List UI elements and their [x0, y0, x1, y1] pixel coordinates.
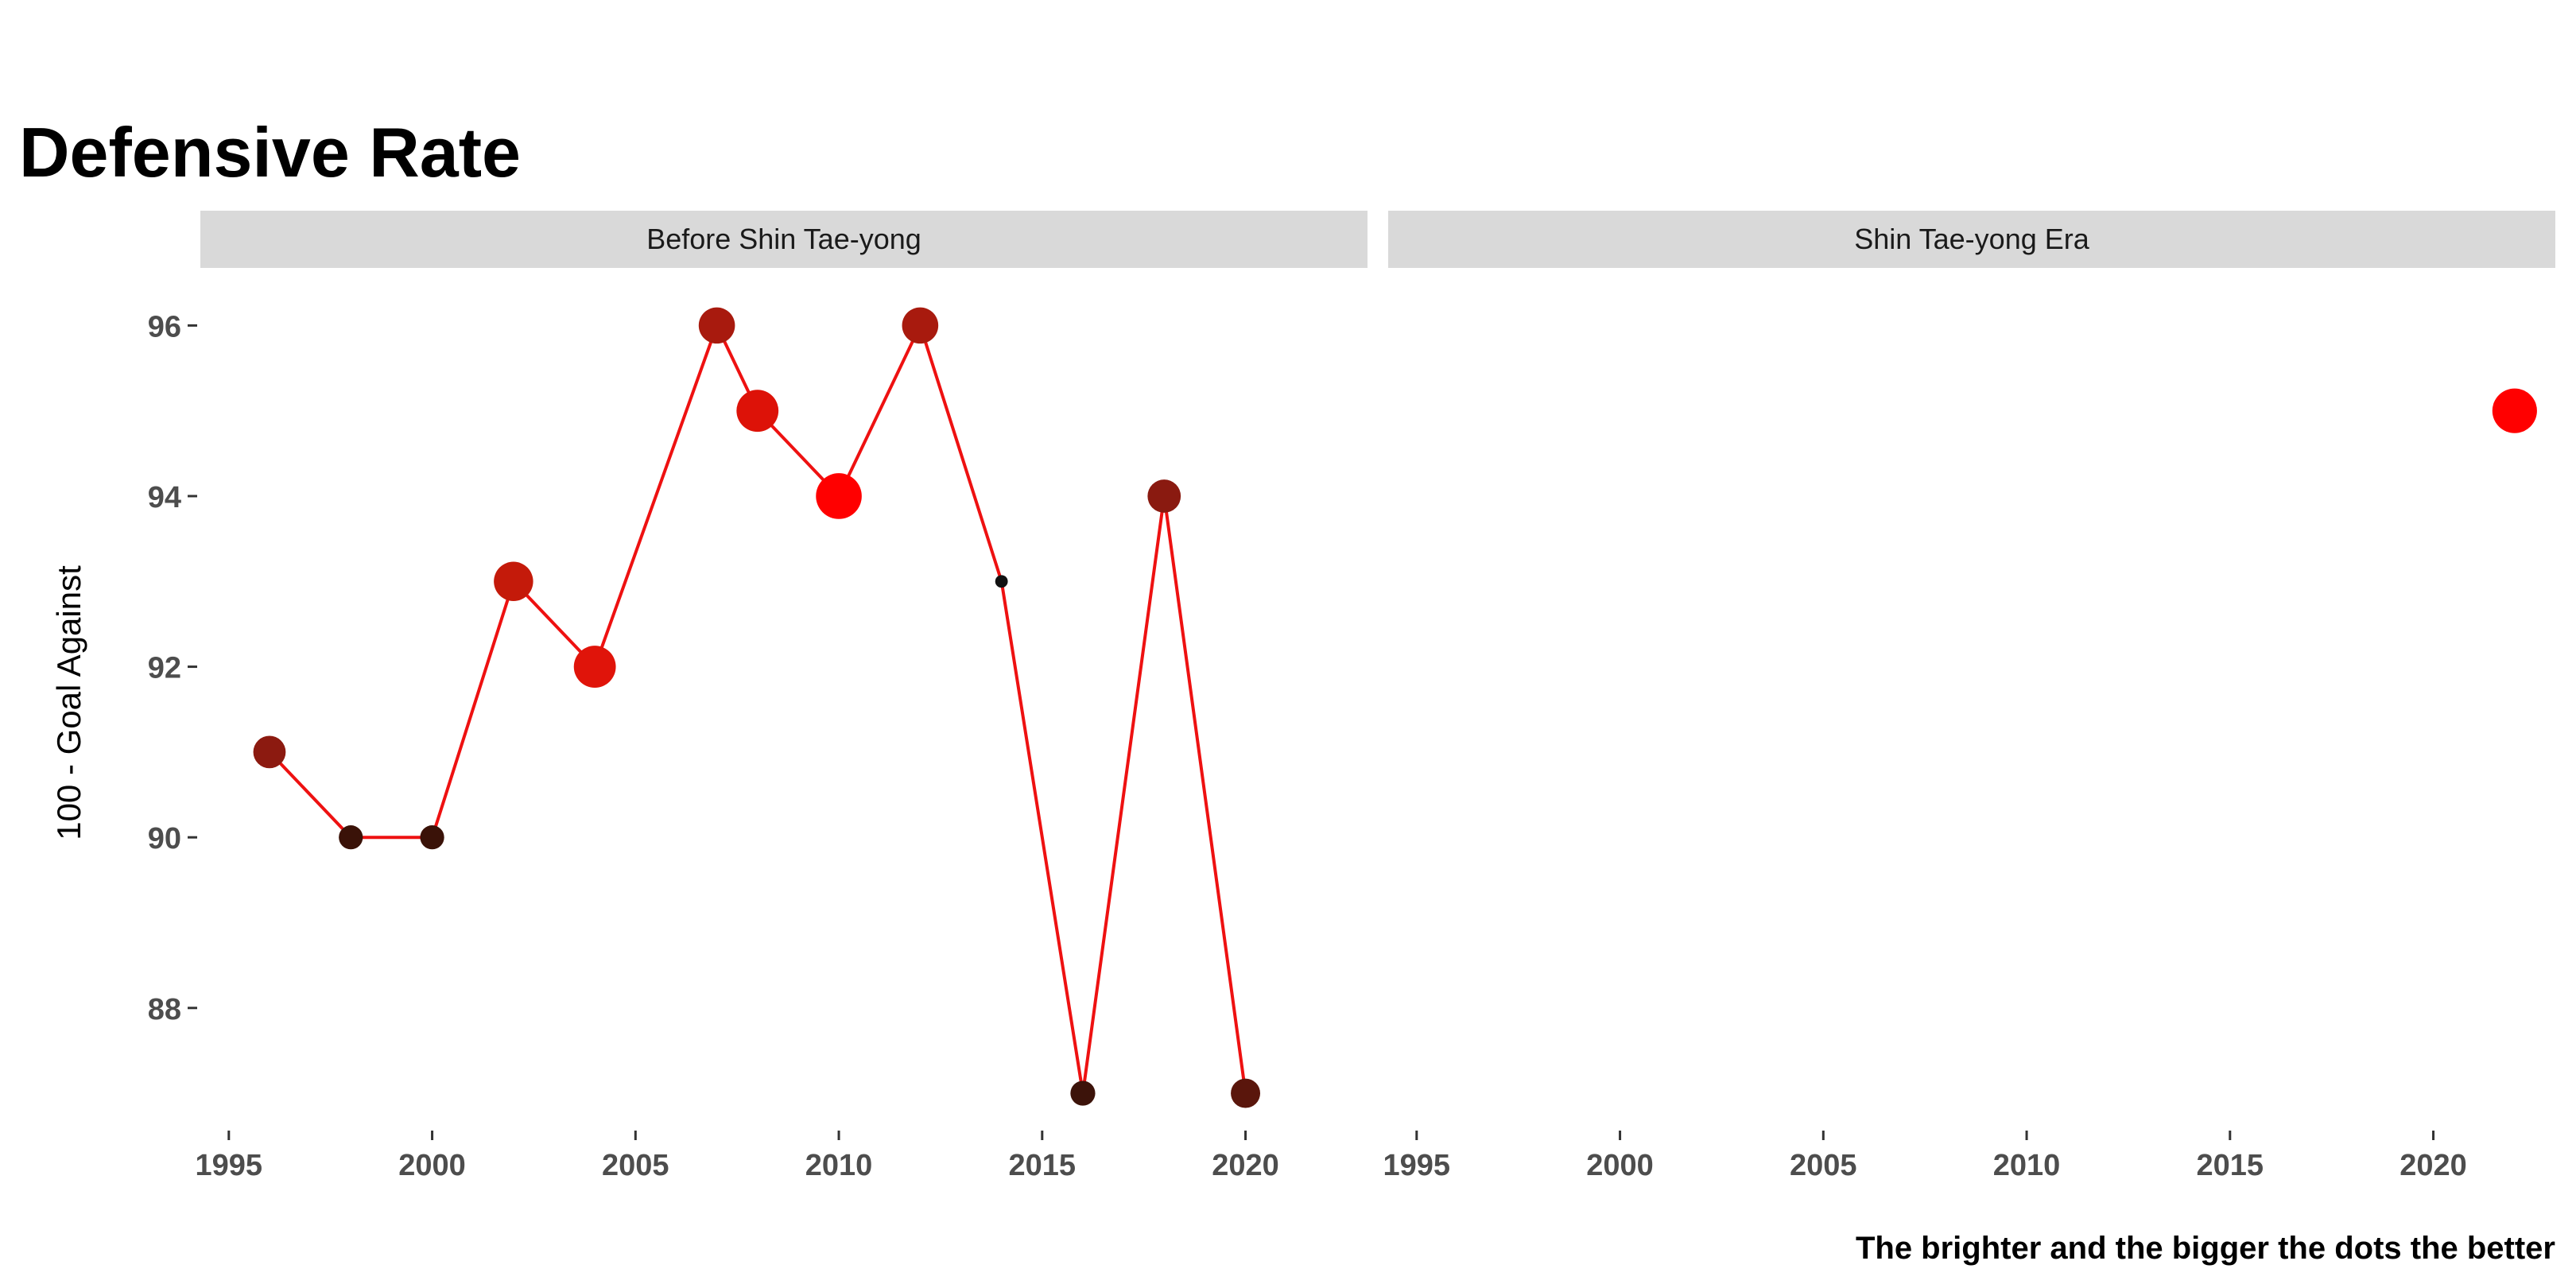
facet-panel: Shin Tae-yong Era 1995 2000 2005 2010 2015 202… — [1383, 211, 2555, 1182]
x-tick-label: 2015 — [1009, 1149, 1077, 1182]
facet-strip-label: Before Shin Tae-yong — [646, 223, 921, 255]
data-point — [902, 307, 939, 344]
chart-title: Defensive Rate — [19, 113, 521, 192]
x-tick-label: 2020 — [1212, 1149, 1279, 1182]
y-tick-label: 94 — [148, 481, 181, 514]
chart-caption: The brighter and the bigger the dots the… — [1856, 1231, 2555, 1266]
facet-strip-label: Shin Tae-yong Era — [1854, 223, 2090, 255]
y-tick-label: 96 — [148, 310, 181, 343]
data-point — [494, 561, 533, 602]
data-point — [1231, 1078, 1261, 1108]
x-tick-label: 2020 — [2399, 1149, 2467, 1182]
y-axis: 88 90 92 94 96 — [148, 310, 197, 1026]
y-tick-label: 92 — [148, 652, 181, 685]
y-axis-label: 100 - Goal Against — [50, 565, 87, 840]
x-tick-label: 2005 — [1790, 1149, 1857, 1182]
x-tick-label: 1995 — [196, 1149, 263, 1182]
x-tick-label: 2000 — [398, 1149, 466, 1182]
data-point — [2492, 388, 2537, 433]
data-point — [253, 735, 286, 769]
x-tick-label: 1995 — [1383, 1149, 1451, 1182]
x-tick-label: 2000 — [1586, 1149, 1654, 1182]
data-point — [1070, 1080, 1096, 1106]
facet-strip — [200, 211, 1368, 268]
x-tick-label: 2015 — [2197, 1149, 2264, 1182]
data-point — [995, 575, 1008, 588]
facet-strip — [1388, 211, 2555, 268]
y-tick-label: 90 — [148, 822, 181, 855]
y-tick-label: 88 — [148, 993, 181, 1026]
panels-layer: Before Shin Tae-yong 1995 2000 2005 2010 2015… — [196, 211, 2555, 1182]
data-point — [573, 646, 616, 688]
data-point — [339, 825, 363, 850]
x-tick-label: 2010 — [805, 1149, 873, 1182]
x-tick-label: 2010 — [1993, 1149, 2061, 1182]
data-point — [736, 390, 779, 433]
data-point — [1147, 479, 1181, 513]
x-tick-label: 2005 — [602, 1149, 669, 1182]
data-point — [420, 825, 444, 850]
facet-panel: Before Shin Tae-yong 1995 2000 2005 2010 2015… — [196, 211, 1368, 1182]
data-point — [816, 473, 862, 519]
data-point — [698, 307, 735, 344]
series-line — [268, 324, 1247, 1096]
